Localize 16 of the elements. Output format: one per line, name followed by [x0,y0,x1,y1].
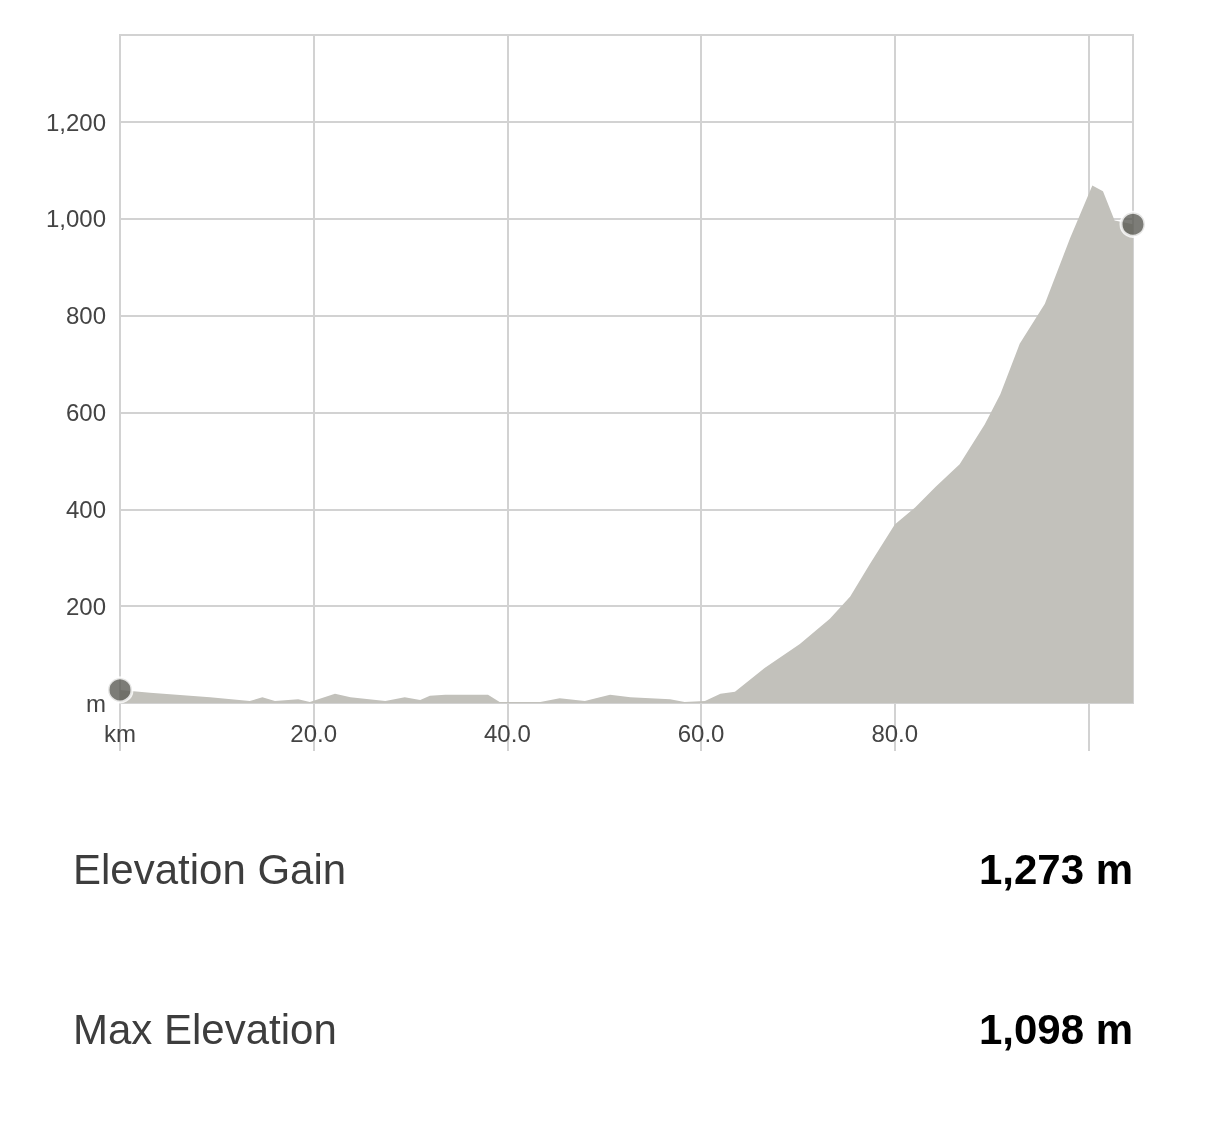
x-tick-label: 80.0 [871,719,919,747]
text: 1,098 m [978,1005,1134,1053]
y-tick-label: 800 [65,302,106,330]
y-tick-label: 200 [65,592,106,620]
y-tick-label: m [86,689,106,717]
x-tick-label: 60.0 [677,719,725,747]
y-tick-label: 1,200 [45,108,106,136]
text: Elevation Gain [73,845,347,893]
x-tick-label: 20.0 [290,719,338,747]
x-tick-label: 40.0 [484,719,531,747]
y-tick-label: 600 [65,399,106,427]
y-tick-label: 1,000 [45,205,106,233]
text: Max Elevation [73,1005,337,1053]
x-tick-label: km [104,719,136,747]
y-tick-label: 400 [65,495,106,523]
text: 1,273 m [978,845,1134,893]
